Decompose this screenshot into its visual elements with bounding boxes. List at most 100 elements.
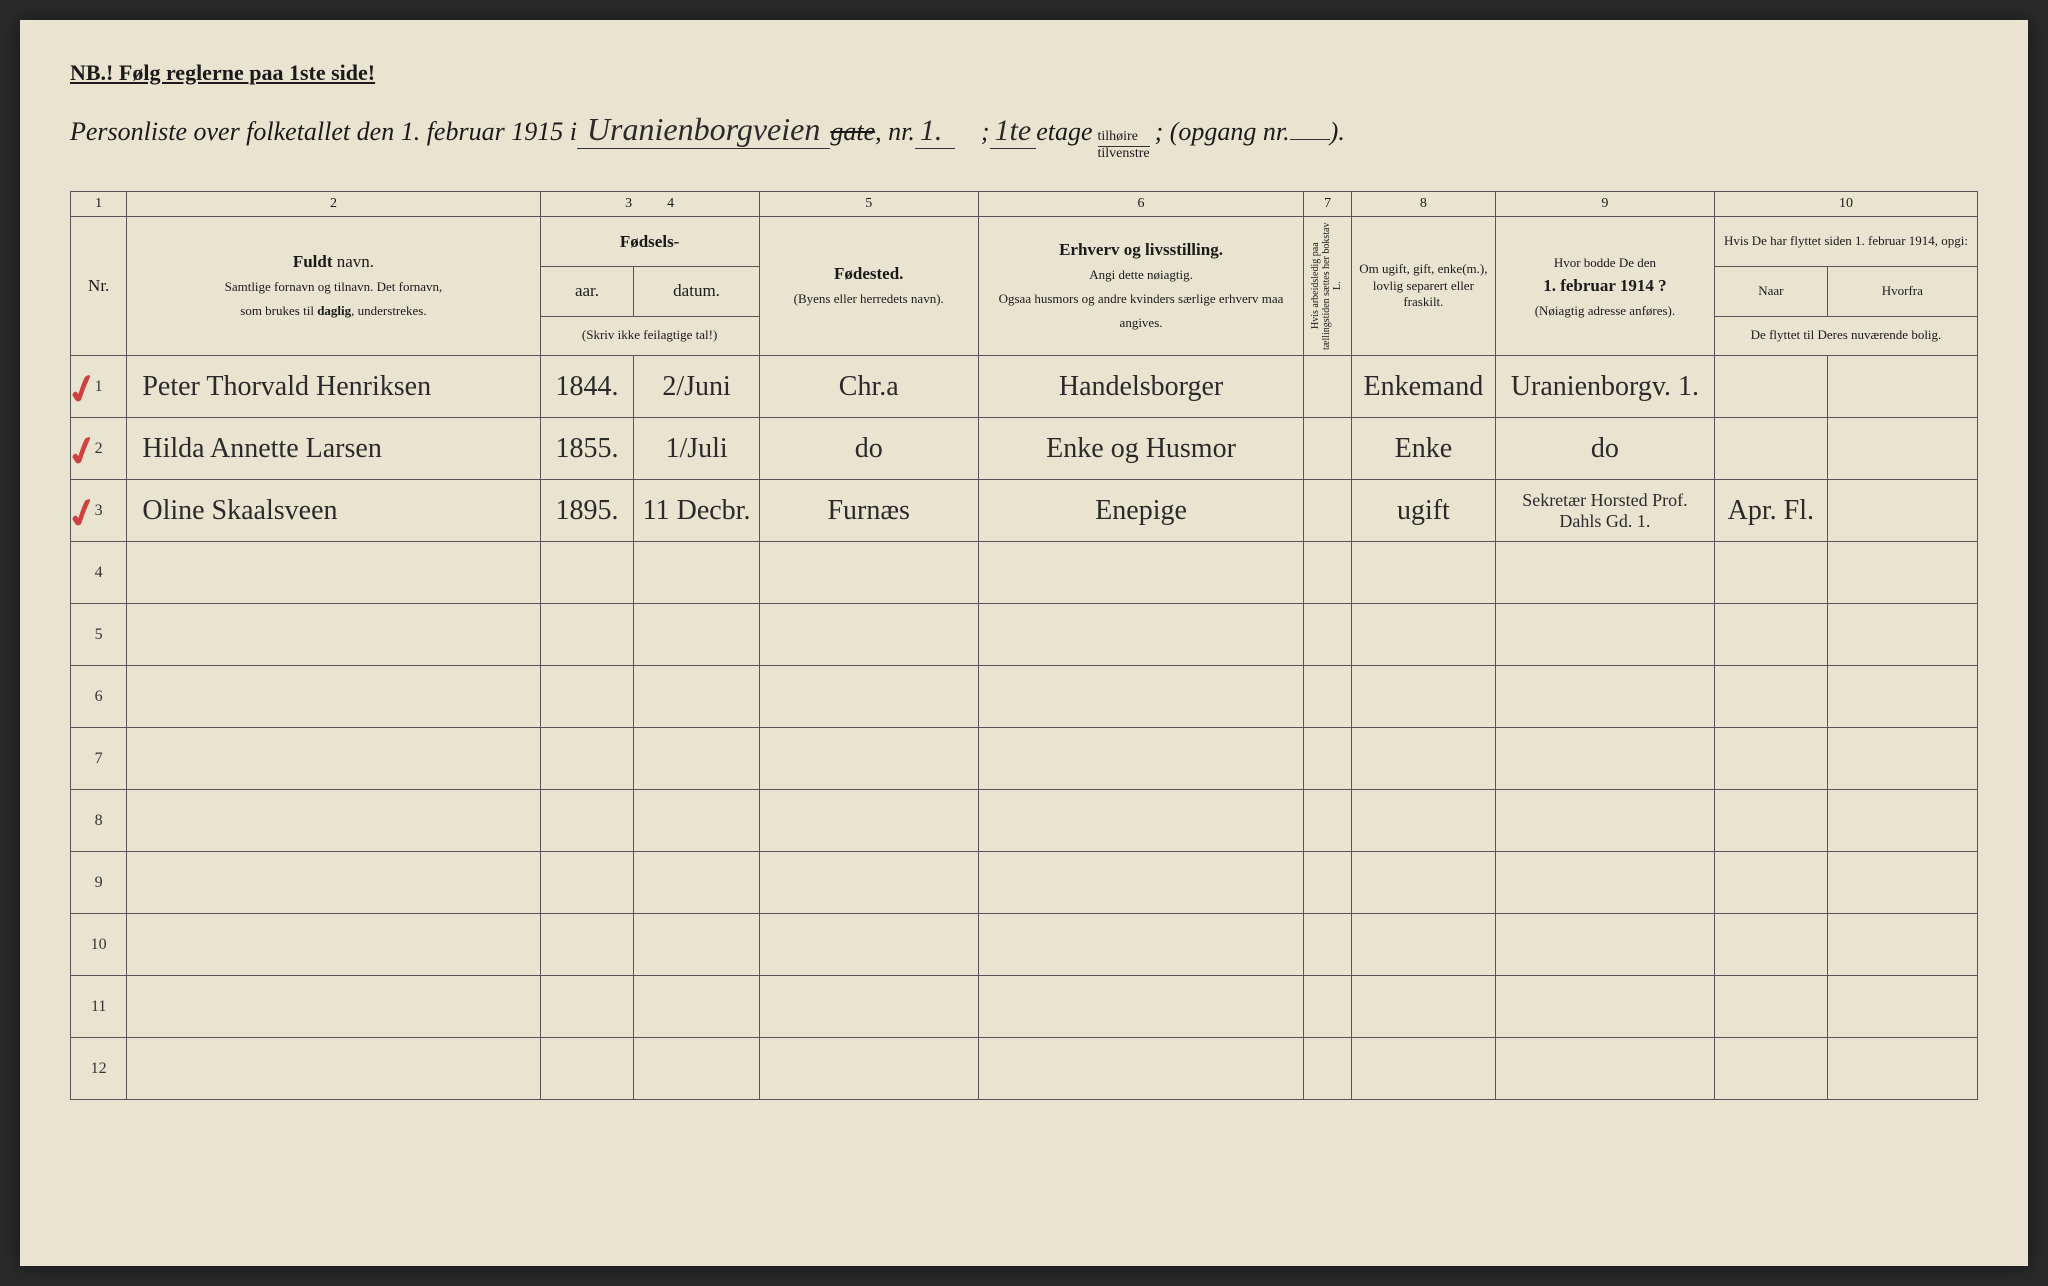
occupation-cell: [978, 542, 1304, 604]
when-cell: [1714, 356, 1827, 418]
when-cell: [1714, 666, 1827, 728]
fodsels-header: Fødsels-: [540, 217, 759, 267]
unemployed-cell: [1304, 604, 1352, 666]
from-cell: [1827, 356, 1977, 418]
row-number: 3✓: [71, 480, 127, 542]
unemployed-cell: [1304, 418, 1352, 480]
bodde-header: Hvor bodde De den 1. februar 1914 ? (Nøi…: [1495, 217, 1714, 356]
unemployed-cell: [1304, 728, 1352, 790]
table-row: 1✓Peter Thorvald Henriksen1844.2/JuniChr…: [71, 356, 1978, 418]
year-cell: [540, 666, 634, 728]
occupation-cell: [978, 914, 1304, 976]
birthplace-cell: [759, 666, 978, 728]
year-cell: [540, 542, 634, 604]
date-cell: 1/Juli: [634, 418, 759, 480]
status-cell: [1351, 542, 1495, 604]
name-cell: [127, 790, 540, 852]
col-num-6: 6: [978, 192, 1304, 217]
status-cell: [1351, 604, 1495, 666]
etage-value: 1te: [990, 114, 1037, 149]
birthplace-cell: Furnæs: [759, 480, 978, 542]
column-number-row: 1 2 3 4 5 6 7 8 9 10: [71, 192, 1978, 217]
hvorfra-header: Hvorfra: [1827, 266, 1977, 316]
address-1914-cell: [1495, 976, 1714, 1038]
from-cell: [1827, 542, 1977, 604]
row-number: 5: [71, 604, 127, 666]
red-check-mark: ✓: [60, 486, 105, 540]
when-cell: [1714, 1038, 1827, 1100]
date-cell: [634, 914, 759, 976]
birthplace-cell: [759, 790, 978, 852]
address-1914-cell: Uranienborgv. 1.: [1495, 356, 1714, 418]
opgang-value: [1290, 139, 1330, 140]
date-cell: 2/Juni: [634, 356, 759, 418]
unemployed-cell: [1304, 480, 1352, 542]
table-row: 6: [71, 666, 1978, 728]
birthplace-cell: [759, 852, 978, 914]
fraction-bottom: tilvenstre: [1098, 147, 1150, 161]
row-number: 4: [71, 542, 127, 604]
row-number: 12: [71, 1038, 127, 1100]
table-row: 2✓Hilda Annette Larsen1855.1/JulidoEnke …: [71, 418, 1978, 480]
fodested-header: Fødested. (Byens eller herredets navn).: [759, 217, 978, 356]
separator: ;: [981, 117, 990, 147]
row-number: 10: [71, 914, 127, 976]
birthplace-cell: [759, 1038, 978, 1100]
row-number: 6: [71, 666, 127, 728]
occupation-cell: [978, 728, 1304, 790]
year-cell: [540, 728, 634, 790]
red-check-mark: ✓: [60, 362, 105, 416]
flyttet-sub-header: De flyttet til Deres nuværende bolig.: [1714, 316, 1977, 355]
unemployed-cell: [1304, 790, 1352, 852]
birthplace-cell: [759, 914, 978, 976]
address-1914-cell: [1495, 728, 1714, 790]
when-cell: [1714, 914, 1827, 976]
from-cell: [1827, 728, 1977, 790]
row-number: 9: [71, 852, 127, 914]
birthplace-cell: [759, 728, 978, 790]
from-cell: [1827, 852, 1977, 914]
from-cell: [1827, 604, 1977, 666]
from-cell: [1827, 480, 1977, 542]
address-1914-cell: [1495, 1038, 1714, 1100]
name-cell: [127, 728, 540, 790]
col-num-8: 8: [1351, 192, 1495, 217]
header-row-1: Nr. Fuldt navn. Samtlige fornavn og tiln…: [71, 217, 1978, 267]
col-num-7: 7: [1304, 192, 1352, 217]
when-cell: [1714, 728, 1827, 790]
col-num-10: 10: [1714, 192, 1977, 217]
row-number: 1✓: [71, 356, 127, 418]
status-cell: Enke: [1351, 418, 1495, 480]
address-1914-cell: [1495, 666, 1714, 728]
occupation-cell: Enke og Husmor: [978, 418, 1304, 480]
census-form-page: NB.! Følg reglerne paa 1ste side! Person…: [20, 20, 2028, 1266]
col-num-2: 2: [127, 192, 540, 217]
table-row: 5: [71, 604, 1978, 666]
when-cell: [1714, 852, 1827, 914]
date-cell: [634, 666, 759, 728]
name-header: Fuldt navn. Samtlige fornavn og tilnavn.…: [127, 217, 540, 356]
year-cell: 1844.: [540, 356, 634, 418]
row-number: 11: [71, 976, 127, 1038]
date-cell: [634, 728, 759, 790]
opgang-label: ; (opgang nr.: [1155, 117, 1290, 147]
year-cell: [540, 852, 634, 914]
date-cell: [634, 790, 759, 852]
unemployed-cell: [1304, 914, 1352, 976]
name-cell: [127, 914, 540, 976]
unemployed-cell: [1304, 1038, 1352, 1100]
status-cell: [1351, 728, 1495, 790]
census-table: 1 2 3 4 5 6 7 8 9 10 Nr. Fuldt navn. Sam…: [70, 191, 1978, 1100]
name-cell: [127, 852, 540, 914]
year-cell: 1895.: [540, 480, 634, 542]
table-row: 9: [71, 852, 1978, 914]
col-num-5: 5: [759, 192, 978, 217]
when-cell: [1714, 418, 1827, 480]
table-header: 1 2 3 4 5 6 7 8 9 10 Nr. Fuldt navn. Sam…: [71, 192, 1978, 356]
from-cell: [1827, 1038, 1977, 1100]
occupation-cell: [978, 1038, 1304, 1100]
naar-header: Naar: [1714, 266, 1827, 316]
from-cell: [1827, 418, 1977, 480]
erhverv-header: Erhverv og livsstilling. Angi dette nøia…: [978, 217, 1304, 356]
name-cell: [127, 542, 540, 604]
